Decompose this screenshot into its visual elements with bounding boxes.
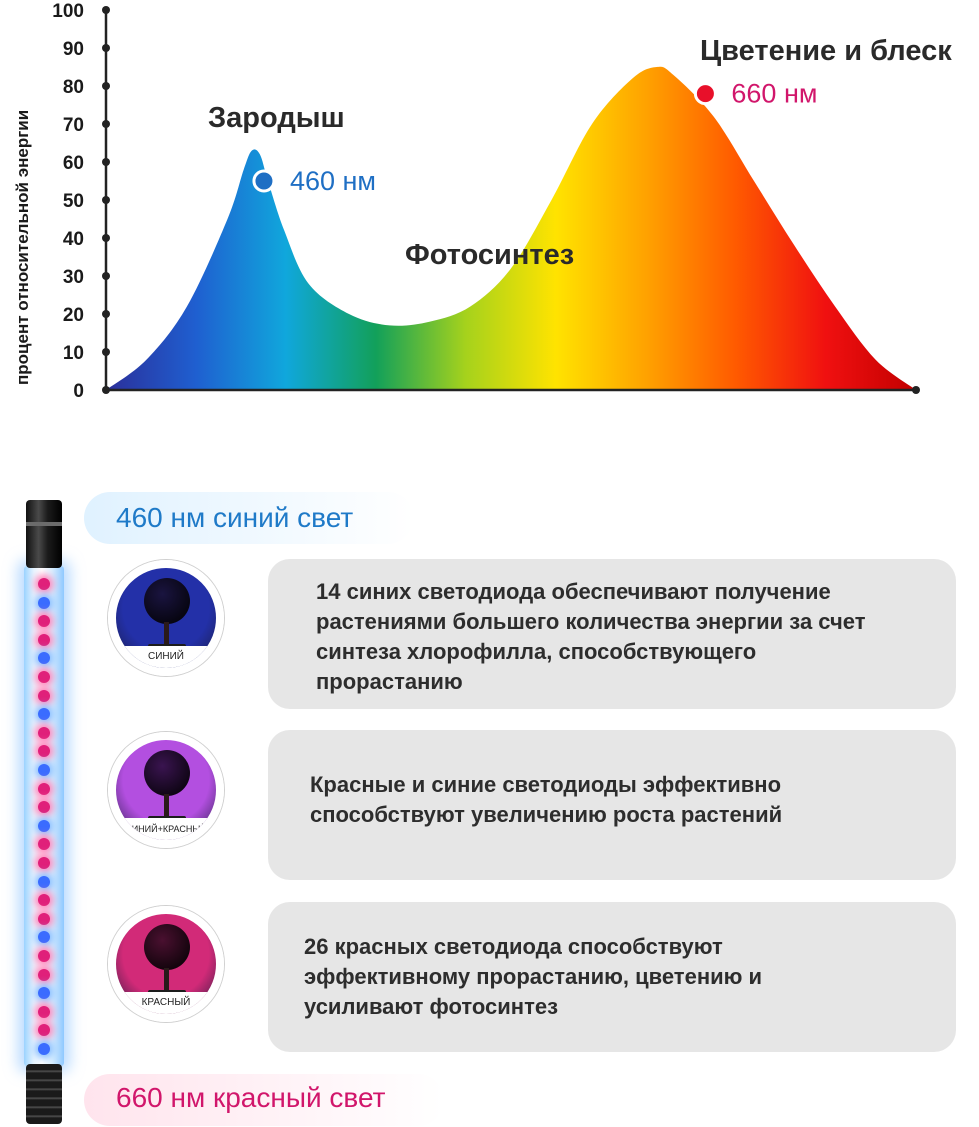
y-tick-label: 60 xyxy=(63,153,84,174)
led-dot xyxy=(38,1024,50,1037)
spectrum-chart: 0 10 20 30 40 50 60 70 80 90 100 процент относител… xyxy=(13,1,952,402)
led-dot xyxy=(38,633,50,646)
plant-circle-red: КРАСНЫЙ xyxy=(108,906,224,1022)
y-tick-mark xyxy=(102,82,110,90)
y-tick-mark xyxy=(102,196,110,204)
spectrum-area xyxy=(106,66,916,391)
plot-layer xyxy=(106,66,916,391)
y-axis-title: процент относительной энергии xyxy=(13,110,32,385)
led-dot xyxy=(38,1043,50,1055)
led-dot xyxy=(38,838,50,851)
circle-caption: СИНИЙ+КРАСНЫЙ xyxy=(116,818,216,840)
info-text-red: 26 красных светодиода способствуют эффек… xyxy=(304,932,762,1022)
plant-canopy xyxy=(144,578,190,624)
plant-circle-blue: СИНИЙ xyxy=(108,560,224,676)
led-dot xyxy=(38,689,50,702)
led-dot xyxy=(38,968,50,981)
led-dot xyxy=(38,1005,50,1018)
info-box-mixed: Красные и синие светодиоды эффективно сп… xyxy=(268,730,956,880)
y-tick-label: 70 xyxy=(63,115,84,136)
led-dot xyxy=(38,615,50,628)
led-dot xyxy=(38,708,50,721)
text-line: способствуют увеличению роста растений xyxy=(310,802,783,827)
led-dot xyxy=(38,987,50,1000)
led-dot xyxy=(38,875,50,888)
peak-marker-660 xyxy=(693,82,717,106)
y-tick-mark xyxy=(102,44,110,52)
circle-caption: СИНИЙ xyxy=(116,646,216,668)
led-dot xyxy=(38,801,50,814)
info-text-mixed: Красные и синие светодиоды эффективно сп… xyxy=(310,770,782,830)
peak-label-460: 460 нм xyxy=(290,166,376,196)
y-tick-label: 0 xyxy=(73,381,84,402)
led-tube-cap-top xyxy=(26,500,62,568)
led-dot xyxy=(38,745,50,758)
y-tick-mark xyxy=(102,158,110,166)
plant-circle-mixed: СИНИЙ+КРАСНЫЙ xyxy=(108,732,224,848)
blue-heading-backdrop xyxy=(84,492,414,544)
y-tick-label: 50 xyxy=(63,191,84,212)
circle-caption: КРАСНЫЙ xyxy=(116,992,216,1014)
y-tick-label: 20 xyxy=(63,305,84,326)
led-dot xyxy=(38,912,50,925)
led-dot xyxy=(38,782,50,795)
y-tick-mark xyxy=(102,120,110,128)
y-tick-mark xyxy=(102,386,110,394)
plant-trunk xyxy=(164,968,169,994)
y-tick-mark xyxy=(102,272,110,280)
led-dot xyxy=(38,726,50,739)
peak-marker-460 xyxy=(252,169,276,193)
led-dot xyxy=(38,596,50,609)
led-dot xyxy=(38,764,50,776)
text-line: растениями большего количества энергии з… xyxy=(316,609,866,634)
stage-label-photosynthesis: Фотосинтез xyxy=(405,239,574,271)
text-line: усиливают фотосинтез xyxy=(304,994,559,1019)
y-tick-label: 40 xyxy=(63,229,84,250)
stage-label-flowering: Цветение и блеск xyxy=(700,35,952,67)
led-tube-cap-bottom xyxy=(26,1064,62,1124)
info-box-blue: 14 синих светодиода обеспечивают получен… xyxy=(268,559,956,709)
plant-canopy xyxy=(144,924,190,970)
text-line: 26 красных светодиода способствуют xyxy=(304,934,723,959)
led-dot xyxy=(38,894,50,907)
text-line: эффективному прорастанию, цветению и xyxy=(304,964,763,989)
text-line: Красные и синие светодиоды эффективно xyxy=(310,772,782,797)
y-tick-label: 100 xyxy=(52,1,84,22)
led-tube-image xyxy=(18,500,70,1124)
peak-label-660: 660 нм xyxy=(731,79,817,109)
led-dot xyxy=(38,950,50,962)
blue-light-heading: 460 нм синий свет xyxy=(116,502,354,533)
plant-trunk xyxy=(164,622,169,648)
red-light-heading: 660 нм красный свет xyxy=(116,1082,386,1113)
led-dot xyxy=(38,857,50,869)
x-axis-end-dot xyxy=(912,386,920,394)
red-heading-backdrop xyxy=(84,1074,444,1126)
y-tick-mark xyxy=(102,348,110,356)
y-tick-label: 80 xyxy=(63,77,84,98)
led-dot xyxy=(38,652,50,665)
led-dot xyxy=(38,671,50,683)
led-dot xyxy=(38,819,50,832)
y-tick-mark xyxy=(102,6,110,14)
info-text-blue: 14 синих светодиода обеспечивают получен… xyxy=(316,577,865,697)
y-tick-label: 10 xyxy=(63,343,84,364)
y-tick-mark xyxy=(102,234,110,242)
text-line: 14 синих светодиода обеспечивают получен… xyxy=(316,579,831,604)
led-dot xyxy=(38,578,50,590)
led-tube-body xyxy=(24,566,64,1066)
y-tick-label: 30 xyxy=(63,267,84,288)
led-dot xyxy=(38,931,50,944)
stage-label-germination: Зародыш xyxy=(208,102,345,134)
y-tick-label: 90 xyxy=(63,39,84,60)
text-line: синтеза хлорофилла, способствующего xyxy=(316,639,757,664)
y-tick-mark xyxy=(102,310,110,318)
plant-trunk xyxy=(164,794,169,820)
plant-canopy xyxy=(144,750,190,796)
text-line: прорастанию xyxy=(316,669,463,694)
info-box-red: 26 красных светодиода способствуют эффек… xyxy=(268,902,956,1052)
axis-layer: 0 10 20 30 40 50 60 70 80 90 100 xyxy=(52,1,920,402)
